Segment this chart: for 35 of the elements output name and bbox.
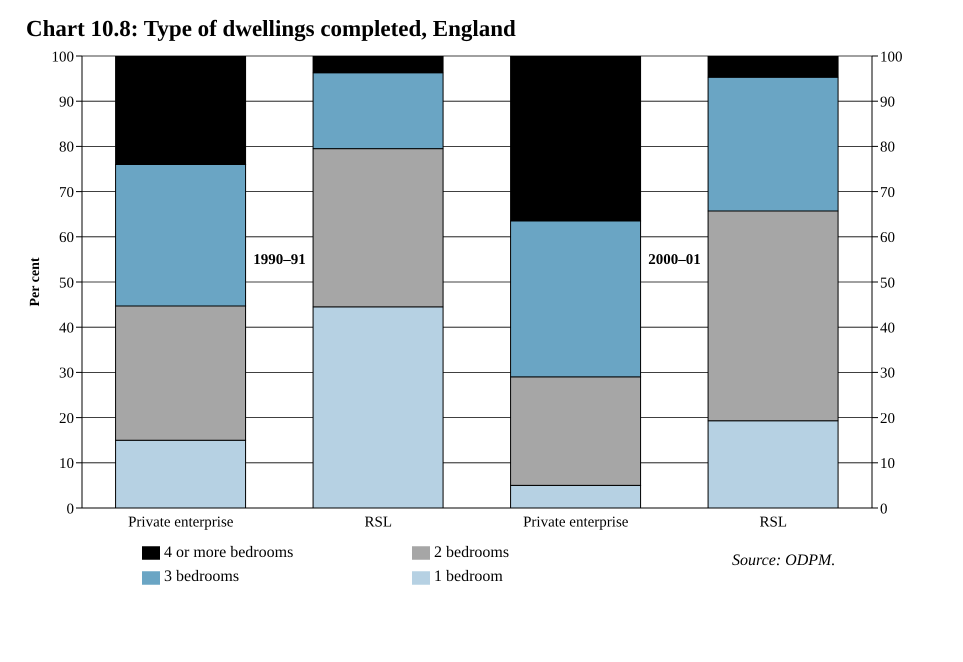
x-tick-label: Private enterprise <box>523 514 629 531</box>
y2-tick-label: 90 <box>880 94 895 111</box>
chart-title: Chart 10.8: Type of dwellings completed, England <box>26 16 517 42</box>
y2-tick-label: 50 <box>880 275 895 292</box>
y-tick-label: 0 <box>66 501 74 518</box>
y2-tick-label: 10 <box>880 456 895 472</box>
annotation: 2000–01 <box>647 252 702 270</box>
x-tick-label: RSL <box>759 514 788 531</box>
y2-tick-label: 40 <box>880 320 895 337</box>
annotation: 1990–91 <box>252 252 307 270</box>
y-tick-label: 10 <box>59 456 74 472</box>
y2-tick-label: 60 <box>880 230 895 246</box>
y-tick-label: 100 <box>52 49 74 66</box>
y-tick-label: 50 <box>59 275 74 292</box>
y-tick-label: 90 <box>59 94 74 111</box>
y2-tick-label: 100 <box>880 49 902 66</box>
y2-tick-label: 0 <box>880 501 888 518</box>
y-tick-label: 80 <box>59 140 74 156</box>
y-tick-label: 70 <box>59 184 74 201</box>
y2-tick-label: 70 <box>880 184 895 201</box>
y-axis-title: Per cent <box>28 257 43 307</box>
legend-label: 1 bedroom <box>434 568 503 586</box>
y-tick-label: 30 <box>59 366 74 382</box>
y-tick-label: 20 <box>59 410 74 427</box>
legend-label: 4 or more bedrooms <box>164 544 294 561</box>
legend-label: 3 bedrooms <box>164 568 240 586</box>
y2-tick-label: 30 <box>880 366 895 382</box>
y2-tick-label: 80 <box>880 140 895 156</box>
source-note: Source: ODPM. <box>732 552 836 570</box>
y-tick-label: 40 <box>59 320 74 337</box>
y2-tick-label: 20 <box>880 410 895 427</box>
x-tick-label: Private enterprise <box>128 514 234 531</box>
x-tick-label: RSL <box>364 514 392 531</box>
y-tick-label: 60 <box>59 230 74 246</box>
legend-label: 2 bedrooms <box>434 544 510 561</box>
